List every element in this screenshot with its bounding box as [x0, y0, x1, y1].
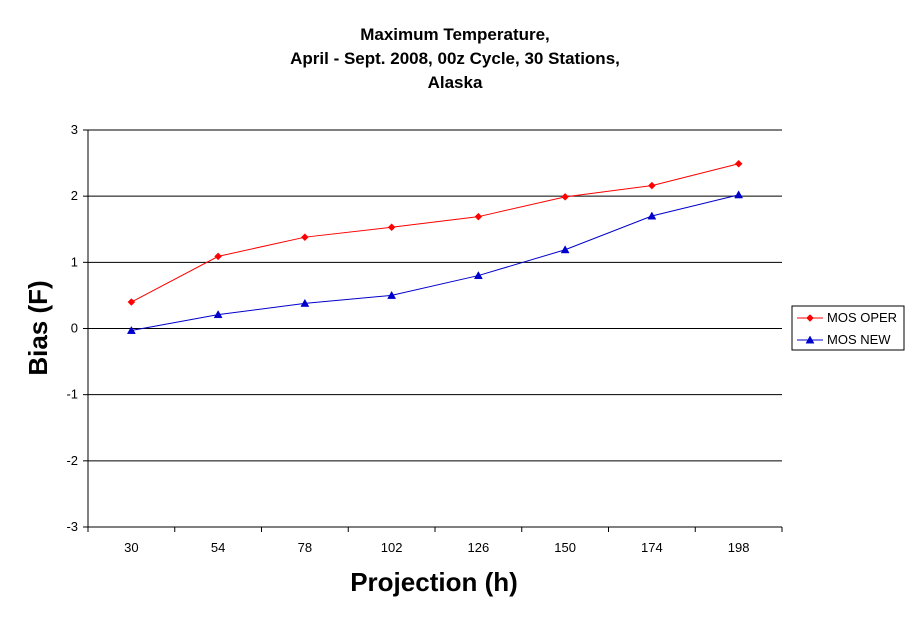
x-tick-label: 198 [728, 540, 750, 555]
legend: MOS OPER MOS NEW [791, 305, 905, 351]
data-point [214, 252, 222, 261]
data-point [301, 233, 309, 242]
y-tick-label: 2 [71, 188, 78, 203]
y-tick-labels: 3 2 1 0 -1 -2 -3 [66, 122, 78, 534]
data-point [647, 211, 657, 220]
gridlines [88, 129, 782, 462]
x-axis-label: Projection (h) [350, 567, 518, 597]
data-point [213, 310, 223, 319]
legend-label: MOS OPER [827, 310, 897, 325]
series-layer [126, 159, 744, 334]
title-line-3: Alaska [428, 73, 483, 92]
data-point [474, 212, 483, 221]
x-tick-label: 78 [298, 540, 312, 555]
data-point [561, 192, 569, 201]
x-tick-labels: 30 54 78 102 126 150 174 198 [124, 540, 749, 555]
x-tick-label: 102 [381, 540, 403, 555]
legend-label: MOS NEW [827, 332, 891, 347]
data-point [560, 245, 570, 254]
legend-marker [806, 314, 814, 322]
data-point [387, 290, 397, 299]
chart-title: Maximum Temperature, April - Sept. 2008,… [290, 25, 620, 92]
y-tick-label: -3 [66, 519, 78, 534]
y-tick-label: -1 [66, 387, 78, 402]
series-line [131, 163, 739, 303]
series-1 [126, 190, 744, 334]
y-tick-label: 0 [71, 321, 78, 336]
legend-marker [805, 335, 815, 344]
data-point [473, 271, 483, 280]
axes [83, 129, 783, 532]
x-tick-label: 150 [554, 540, 576, 555]
title-line-2: April - Sept. 2008, 00z Cycle, 30 Statio… [290, 49, 620, 68]
data-point [127, 298, 136, 306]
data-point [734, 159, 743, 168]
x-tick-label: 174 [641, 540, 663, 555]
x-tick-label: 30 [124, 540, 138, 555]
title-line-1: Maximum Temperature, [360, 25, 550, 44]
series-0 [127, 159, 743, 306]
series-line [131, 194, 739, 331]
data-point [648, 181, 656, 190]
data-point [734, 190, 744, 199]
y-tick-label: -2 [66, 453, 78, 468]
data-point [300, 298, 310, 307]
legend-items: MOS OPER MOS NEW [797, 310, 897, 347]
y-axis-label: Bias (F) [23, 280, 53, 375]
x-tick-label: 126 [468, 540, 490, 555]
y-tick-label: 1 [71, 254, 78, 269]
y-tick-label: 3 [71, 122, 78, 137]
data-point [387, 223, 396, 232]
x-tick-label: 54 [211, 540, 225, 555]
data-point [126, 325, 136, 334]
